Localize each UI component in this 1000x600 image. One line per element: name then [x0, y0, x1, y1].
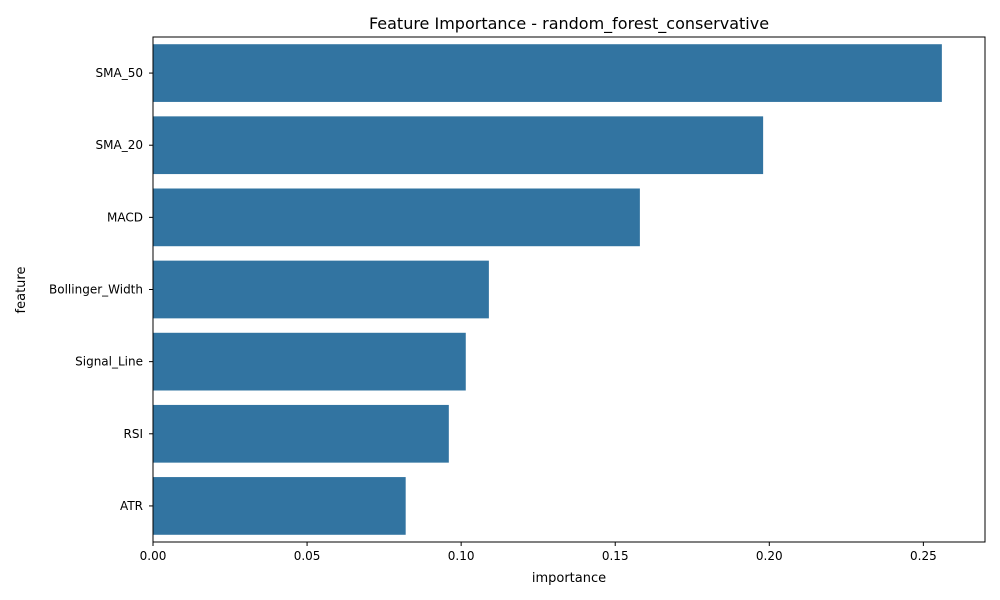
bar-sma-50 [153, 44, 942, 102]
bar-sma-20 [153, 116, 764, 175]
y-tick-label: MACD [107, 210, 143, 224]
y-tick-label: SMA_20 [96, 138, 143, 152]
x-tick-label: 0.10 [448, 549, 475, 563]
plot-frame [152, 36, 986, 543]
bar-rsi [153, 404, 449, 463]
bar-atr [153, 477, 406, 535]
y-tick-label: RSI [124, 427, 144, 441]
x-tick-label: 0.15 [602, 549, 629, 563]
y-tick-labels: SMA_50 SMA_20 MACD Bollinger_Width Signal_Li… [49, 66, 153, 513]
y-tick-label: Signal_Line [75, 355, 143, 369]
bar-macd [153, 188, 640, 247]
x-tick-labels: 0.00 0.05 0.10 0.15 0.20 0.25 [140, 542, 937, 563]
bars-group [153, 44, 942, 535]
y-axis-label: feature [14, 267, 29, 314]
x-tick-label: 0.25 [910, 549, 937, 563]
bar-signal-line [153, 332, 466, 391]
y-tick-label: Bollinger_Width [49, 283, 143, 297]
bar-bollinger-width [153, 260, 489, 319]
x-tick-label: 0.20 [756, 549, 783, 563]
axes-frame [152, 36, 986, 543]
x-tick-label: 0.05 [294, 549, 321, 563]
y-tick-label: ATR [120, 499, 143, 513]
chart-title: Feature Importance - random_forest_conse… [369, 14, 769, 34]
x-axis-label: importance [532, 571, 606, 586]
y-tick-label: SMA_50 [96, 66, 143, 80]
x-tick-label: 0.00 [140, 549, 167, 563]
